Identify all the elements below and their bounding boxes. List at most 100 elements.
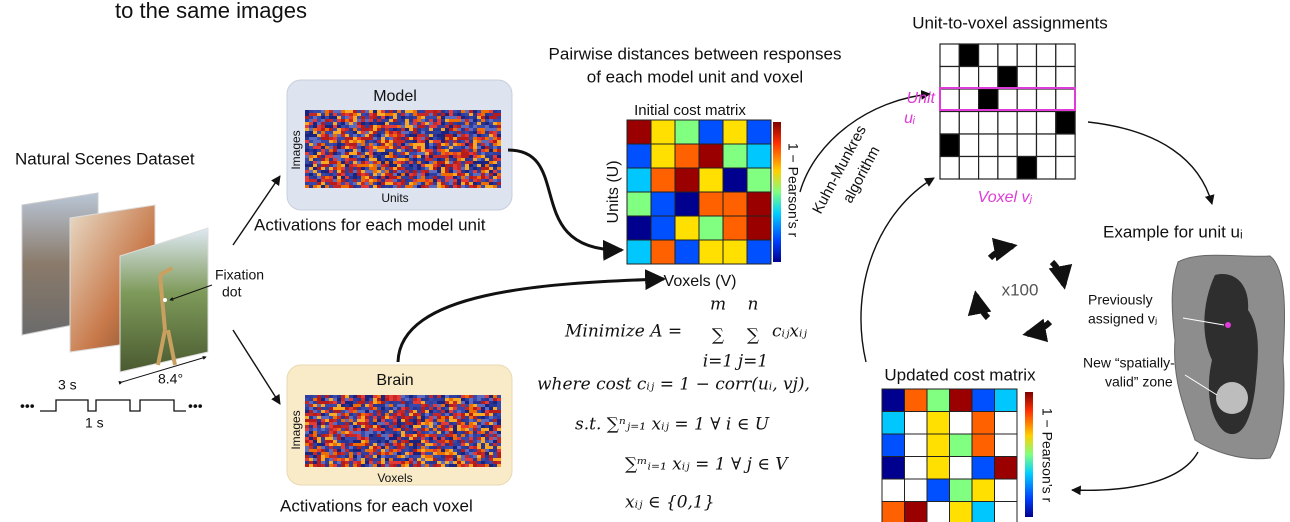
heat-cell (441, 428, 445, 431)
heat-cell (325, 158, 329, 161)
heat-cell (433, 449, 437, 452)
heat-cell (393, 116, 397, 119)
heat-cell (397, 176, 401, 179)
heat-cell (309, 395, 313, 398)
heat-cell (493, 170, 497, 173)
heat-cell (377, 146, 381, 149)
heat-cell (433, 182, 437, 185)
heat-cell (413, 452, 417, 455)
heat-cell (377, 167, 381, 170)
heat-cell (409, 443, 413, 446)
heat-cell (429, 458, 433, 461)
heat-cell (321, 404, 325, 407)
matrix-cell (746, 143, 772, 169)
heat-cell (481, 113, 485, 116)
fixation-dot (163, 298, 167, 302)
heat-cell (313, 425, 317, 428)
heat-cell (437, 143, 441, 146)
heat-cell (453, 158, 457, 161)
heat-cell (373, 116, 377, 119)
arrow (1087, 121, 1215, 205)
heat-cell (393, 431, 397, 434)
heat-cell (381, 443, 385, 446)
heat-cell (405, 137, 409, 140)
heat-cell (369, 161, 373, 164)
heat-cell (317, 179, 321, 182)
heat-cell (317, 137, 321, 140)
heat-cell (485, 152, 489, 155)
heat-cell (429, 146, 433, 149)
heat-cell (337, 398, 341, 401)
heat-cell (489, 179, 493, 182)
matrix-cell (674, 239, 700, 265)
heat-cell (309, 167, 313, 170)
heat-cell (469, 395, 473, 398)
heat-cell (361, 179, 365, 182)
heat-cell (321, 422, 325, 425)
heat-cell (341, 176, 345, 179)
heat-cell (313, 413, 317, 416)
heat-cell (373, 140, 377, 143)
heat-cell (497, 143, 501, 146)
heat-cell (333, 137, 337, 140)
heat-cell (405, 140, 409, 143)
heat-cell (397, 152, 401, 155)
heat-cell (401, 116, 405, 119)
heat-cell (445, 446, 449, 449)
initial-matrix (626, 119, 772, 265)
heat-cell (397, 122, 401, 125)
heat-cell (409, 422, 413, 425)
heat-cell (413, 125, 417, 128)
heat-cell (345, 125, 349, 128)
heat-cell (309, 449, 313, 452)
heat-cell (369, 146, 373, 149)
heat-cell (485, 452, 489, 455)
heat-cell (329, 461, 333, 464)
heat-cell (361, 416, 365, 419)
heat-cell (493, 113, 497, 116)
heat-cell (305, 179, 309, 182)
heat-cell (325, 461, 329, 464)
heat-cell (477, 161, 481, 164)
heat-cell (317, 461, 321, 464)
heat-cell (437, 155, 441, 158)
heat-cell (321, 395, 325, 398)
heat-cell (433, 395, 437, 398)
heat-cell (473, 464, 477, 467)
heat-cell (305, 158, 309, 161)
heat-cell (425, 455, 429, 458)
heat-cell (345, 422, 349, 425)
heat-cell (453, 134, 457, 137)
heat-cell (493, 185, 497, 188)
heat-cell (313, 179, 317, 182)
heat-cell (453, 140, 457, 143)
heat-cell (481, 452, 485, 455)
heat-cell (465, 182, 469, 185)
heat-cell (469, 122, 473, 125)
heat-cell (409, 413, 413, 416)
heat-cell (385, 149, 389, 152)
heat-cell (481, 416, 485, 419)
heat-cell (437, 185, 441, 188)
heat-cell (461, 428, 465, 431)
heat-cell (325, 413, 329, 416)
heat-cell (449, 149, 453, 152)
heat-cell (473, 434, 477, 437)
heat-cell (433, 185, 437, 188)
heat-cell (377, 452, 381, 455)
heat-cell (309, 176, 313, 179)
example-title: Example for unit uᵢ (1103, 222, 1243, 241)
grid-cell (1055, 110, 1076, 135)
heat-cell (397, 113, 401, 116)
heat-cell (349, 170, 353, 173)
heat-cell (481, 134, 485, 137)
heat-cell (449, 455, 453, 458)
heat-cell (325, 176, 329, 179)
heat-cell (425, 116, 429, 119)
heat-cell (477, 458, 481, 461)
heat-cell (329, 443, 333, 446)
heat-cell (313, 446, 317, 449)
heat-cell (365, 416, 369, 419)
grid-cell (977, 65, 999, 90)
heat-cell (473, 455, 477, 458)
